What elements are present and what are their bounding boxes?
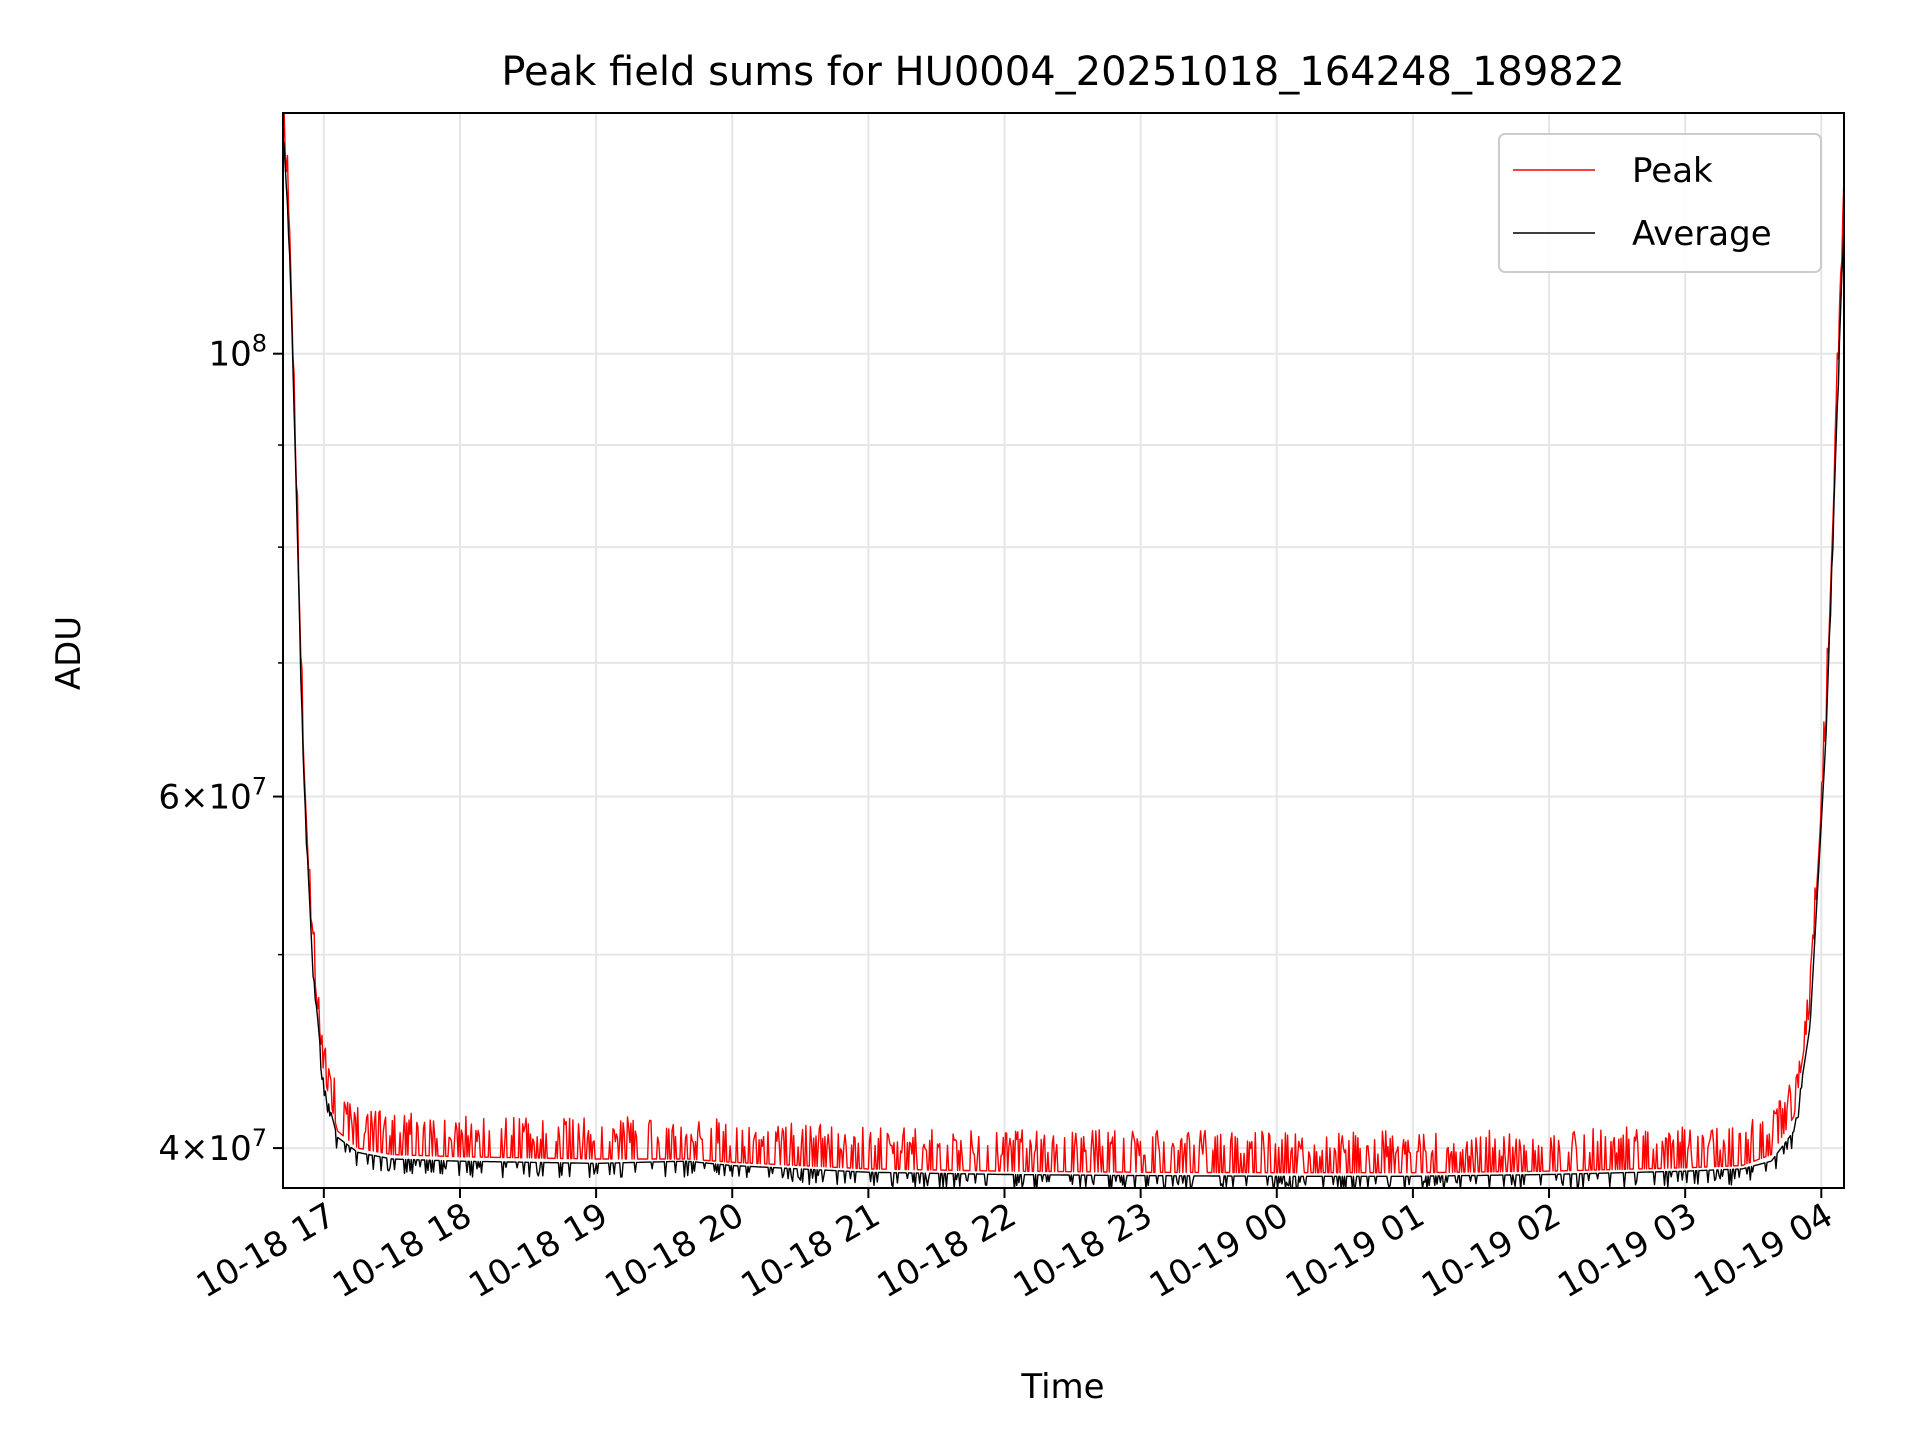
y-tick-label: 4×107 [158, 1124, 267, 1169]
y-tick-exponent: 8 [252, 330, 267, 358]
series-line-average [283, 137, 1844, 1188]
x-axis-label: Time [1020, 1367, 1104, 1407]
y-tick-exponent: 7 [252, 773, 267, 801]
grid [283, 113, 1844, 1188]
y-tick-label: 6×107 [158, 773, 267, 818]
y-axis: 4×107 6×107 108 [158, 330, 283, 1169]
plot-frame [282, 112, 1845, 1189]
legend: Peak Average [1498, 133, 1822, 273]
y-tick-mantissa: 4 [158, 1129, 180, 1169]
y-tick-mantissa: 6 [158, 778, 180, 818]
legend-label-peak: Peak [1632, 151, 1713, 191]
legend-label-average: Average [1632, 214, 1772, 254]
legend-box [1498, 133, 1822, 273]
series-layer [283, 113, 1844, 1188]
series-line-peak [283, 113, 1844, 1174]
y-axis-label: ADU [49, 616, 89, 690]
y-tick-label: 108 [208, 330, 267, 375]
chart-title: Peak field sums for HU0004_20251018_1642… [501, 49, 1624, 95]
y-tick-exponent: 7 [252, 1124, 267, 1152]
